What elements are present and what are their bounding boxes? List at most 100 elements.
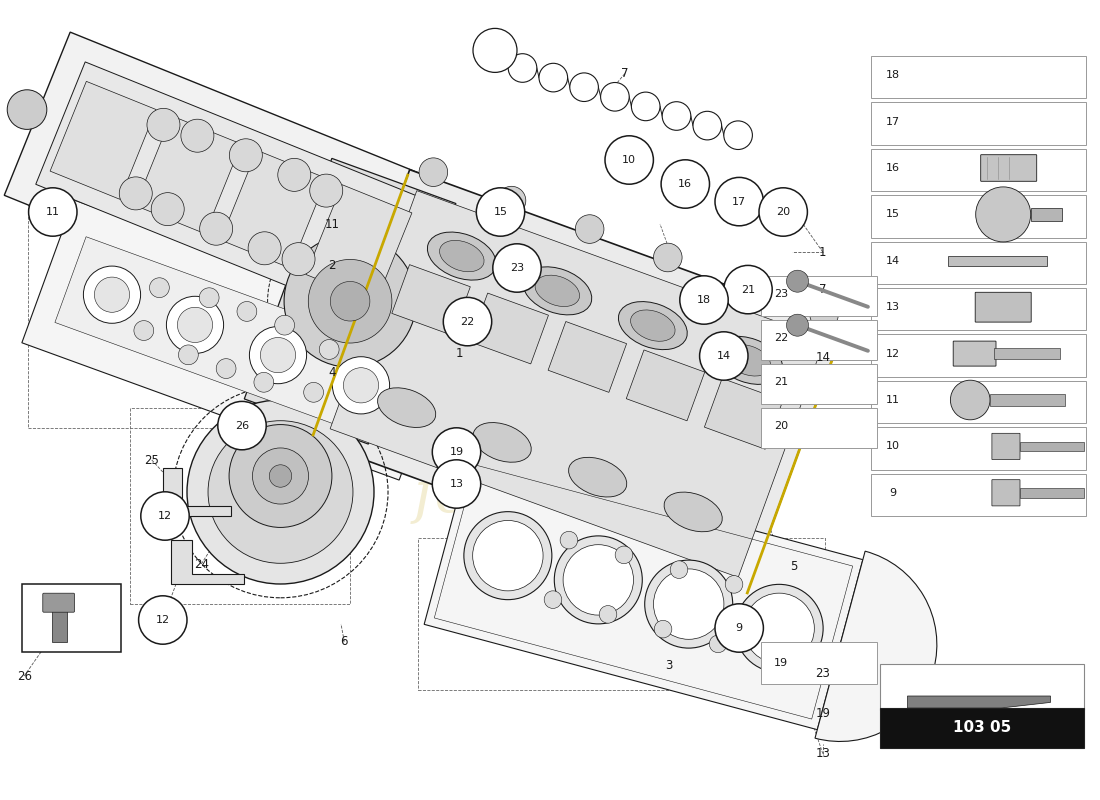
Circle shape xyxy=(473,521,543,591)
Text: 18: 18 xyxy=(697,295,711,305)
Bar xyxy=(1020,488,1084,498)
Circle shape xyxy=(473,28,517,73)
Circle shape xyxy=(554,536,642,624)
Circle shape xyxy=(84,266,141,323)
Circle shape xyxy=(270,465,292,487)
Ellipse shape xyxy=(821,418,845,434)
Text: 25: 25 xyxy=(144,454,159,466)
Bar xyxy=(1020,442,1084,451)
Ellipse shape xyxy=(187,400,374,584)
Circle shape xyxy=(710,635,727,653)
Text: 13: 13 xyxy=(815,747,830,760)
Bar xyxy=(871,195,1086,238)
Bar xyxy=(871,334,1086,377)
Circle shape xyxy=(662,102,691,130)
Text: 23: 23 xyxy=(815,667,830,680)
Ellipse shape xyxy=(630,310,675,342)
Text: 10: 10 xyxy=(623,155,636,165)
Circle shape xyxy=(508,54,537,82)
Circle shape xyxy=(134,321,154,341)
Bar xyxy=(871,242,1086,284)
Circle shape xyxy=(976,187,1031,242)
Circle shape xyxy=(600,606,617,623)
Circle shape xyxy=(308,259,392,343)
Circle shape xyxy=(180,119,213,152)
Polygon shape xyxy=(163,468,231,516)
Bar xyxy=(871,149,1086,191)
Circle shape xyxy=(29,188,77,236)
Ellipse shape xyxy=(522,267,592,315)
FancyBboxPatch shape xyxy=(981,154,1036,182)
Circle shape xyxy=(199,288,219,308)
FancyBboxPatch shape xyxy=(976,292,1031,322)
Ellipse shape xyxy=(377,388,436,427)
Text: 16: 16 xyxy=(887,163,900,173)
Circle shape xyxy=(150,278,169,298)
Bar xyxy=(871,102,1086,145)
Text: 5: 5 xyxy=(791,560,798,573)
Text: a passion
for cars: a passion for cars xyxy=(389,403,667,525)
Circle shape xyxy=(476,188,525,236)
Circle shape xyxy=(615,546,632,564)
Text: 10: 10 xyxy=(887,442,900,451)
Circle shape xyxy=(653,569,724,639)
Circle shape xyxy=(725,575,742,593)
Circle shape xyxy=(631,92,660,121)
Polygon shape xyxy=(306,185,411,302)
Circle shape xyxy=(250,326,307,384)
Circle shape xyxy=(275,315,295,335)
Circle shape xyxy=(139,596,187,644)
Text: 18: 18 xyxy=(887,70,900,80)
Polygon shape xyxy=(4,32,458,352)
Bar xyxy=(761,642,877,684)
Text: 2: 2 xyxy=(329,259,336,272)
Bar xyxy=(880,664,1084,710)
Circle shape xyxy=(732,272,760,300)
Text: 11: 11 xyxy=(46,207,59,217)
Bar xyxy=(22,584,121,652)
Circle shape xyxy=(419,158,448,186)
Ellipse shape xyxy=(208,421,353,563)
Circle shape xyxy=(95,277,130,312)
Polygon shape xyxy=(244,158,455,444)
Circle shape xyxy=(229,425,332,527)
Bar xyxy=(948,256,1047,266)
Circle shape xyxy=(661,160,710,208)
Polygon shape xyxy=(221,150,327,268)
Text: 13: 13 xyxy=(450,479,463,489)
Text: 9: 9 xyxy=(736,623,743,633)
Text: 22: 22 xyxy=(774,333,788,343)
Text: 12: 12 xyxy=(158,511,172,521)
Text: 14: 14 xyxy=(815,351,830,364)
Circle shape xyxy=(810,300,838,329)
FancyBboxPatch shape xyxy=(954,341,996,366)
Circle shape xyxy=(539,63,568,92)
FancyBboxPatch shape xyxy=(992,480,1020,506)
Text: 1: 1 xyxy=(820,246,826,258)
Bar xyxy=(52,605,66,642)
Text: 16: 16 xyxy=(679,179,692,189)
Ellipse shape xyxy=(473,422,531,462)
Bar xyxy=(761,320,877,360)
Polygon shape xyxy=(392,265,471,335)
Circle shape xyxy=(654,620,672,638)
FancyBboxPatch shape xyxy=(43,594,75,612)
Text: 8: 8 xyxy=(676,179,683,192)
Text: 7: 7 xyxy=(820,283,826,296)
Ellipse shape xyxy=(976,58,1031,93)
Circle shape xyxy=(645,560,733,648)
Bar xyxy=(761,276,877,316)
Ellipse shape xyxy=(990,113,1016,130)
Text: 15: 15 xyxy=(887,210,900,219)
Ellipse shape xyxy=(990,66,1016,84)
Text: 19: 19 xyxy=(774,658,788,668)
Text: 26: 26 xyxy=(235,421,249,430)
Circle shape xyxy=(141,492,189,540)
Circle shape xyxy=(252,448,308,504)
Circle shape xyxy=(229,138,262,172)
Text: 11: 11 xyxy=(324,218,340,230)
Circle shape xyxy=(254,372,274,392)
Circle shape xyxy=(304,382,323,402)
Ellipse shape xyxy=(618,302,688,350)
Text: 103 05: 103 05 xyxy=(953,721,1011,735)
